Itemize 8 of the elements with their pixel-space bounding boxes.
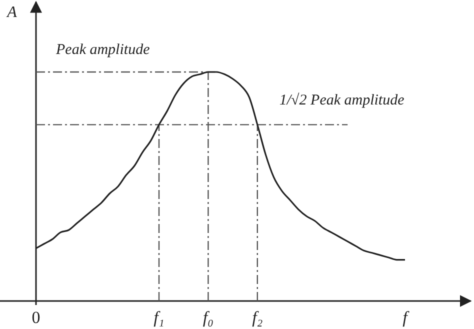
y-axis-title: A	[6, 4, 18, 21]
x-tick-label: f₁	[154, 308, 164, 327]
ref-line-label: 1/√2 Peak amplitude	[279, 92, 405, 109]
x-tick-label: f₀	[202, 308, 214, 327]
ref-line-label: Peak amplitude	[55, 42, 150, 58]
x-axis-title: f	[402, 308, 410, 327]
x-tick-label: f₂	[252, 308, 263, 327]
x-tick-label: 0	[32, 308, 40, 327]
